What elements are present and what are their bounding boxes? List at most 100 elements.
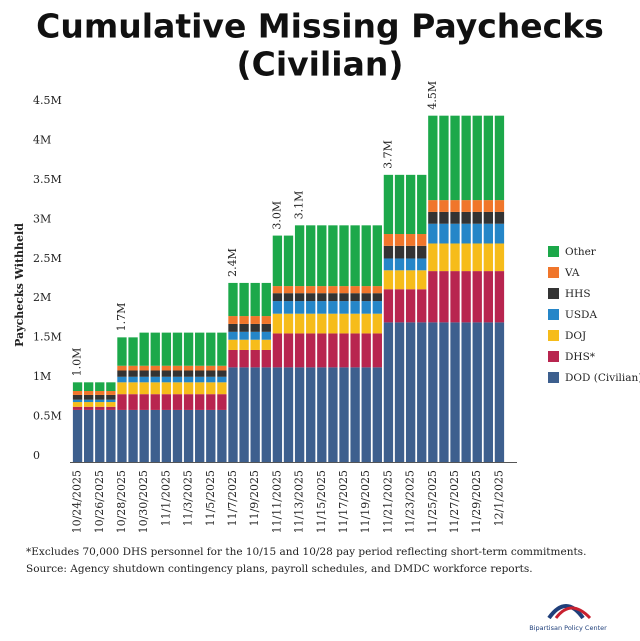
bar-segment — [239, 349, 249, 368]
bar-segment — [195, 394, 205, 410]
bar-segment — [261, 331, 271, 340]
bar-segment — [383, 245, 394, 259]
bar-segment — [494, 271, 505, 323]
bar-segment — [350, 286, 360, 294]
bar-segment — [294, 333, 305, 368]
bar-segment — [361, 293, 371, 302]
bar-segment — [83, 382, 94, 391]
bar-segment — [272, 367, 283, 462]
bar-segment — [361, 313, 371, 334]
y-tick-label: 3.5M — [33, 173, 62, 186]
bar-segment — [95, 399, 105, 403]
bar-segment — [83, 409, 94, 462]
bar-segment — [95, 402, 105, 407]
annotation: 4.5M — [426, 81, 439, 110]
bar-segment — [361, 367, 371, 462]
bar-segment — [150, 365, 160, 371]
bar-segment — [450, 271, 460, 323]
bar-segment — [383, 322, 394, 462]
bar-segment — [239, 331, 249, 340]
bar-segment — [72, 406, 83, 410]
chart-title: Cumulative Missing Paychecks — [36, 7, 604, 46]
legend-label: DOD (Civilian) — [565, 372, 640, 384]
bar-segment — [272, 313, 283, 334]
bar-segment — [261, 282, 271, 317]
x-tick-label: 11/27/2025 — [448, 470, 461, 533]
bar-segment — [417, 234, 427, 246]
bar-segment — [161, 382, 172, 395]
bar-segment — [283, 301, 294, 314]
bar-segment — [217, 394, 227, 410]
bar-segment — [428, 211, 438, 224]
bar-segment — [150, 394, 160, 410]
bar-segment — [405, 322, 416, 462]
bar-segment — [383, 270, 394, 290]
bar-segment — [161, 409, 172, 462]
bar-segment — [494, 211, 505, 224]
x-tick-label: 12/1/2025 — [492, 470, 505, 526]
bar-segment — [394, 245, 405, 259]
bar-segment — [306, 333, 316, 368]
bar-segment — [128, 382, 138, 395]
bar-segment — [405, 289, 416, 323]
x-tick-label: 11/21/2025 — [381, 470, 394, 533]
bar-segment — [106, 394, 116, 400]
bar-segment — [117, 409, 127, 462]
legend-label: VA — [564, 267, 580, 279]
bar-segment — [372, 225, 382, 287]
x-tick-label: 11/13/2025 — [293, 470, 306, 533]
bar-segment — [217, 409, 227, 462]
bar-segment — [283, 313, 294, 334]
chart-title: (Civilian) — [237, 45, 404, 84]
bar-segment — [139, 394, 149, 410]
bar-segment — [228, 331, 238, 340]
y-axis-label: Paychecks Withheld — [13, 223, 26, 347]
bar-segment — [206, 382, 216, 395]
bar-segment — [272, 235, 283, 287]
bar-segment — [461, 243, 471, 272]
x-tick-label: 11/11/2025 — [270, 470, 283, 533]
bar-segment — [350, 225, 360, 287]
x-tick-label: 11/29/2025 — [470, 470, 483, 533]
bar-segment — [150, 376, 160, 383]
x-tick-label: 11/3/2025 — [182, 470, 195, 526]
bar-segment — [317, 286, 327, 294]
bar-segment — [350, 333, 360, 368]
bar-segment — [72, 402, 83, 407]
bar-segment — [394, 234, 405, 246]
y-tick-label: 4.5M — [33, 94, 62, 107]
bar-segment — [361, 333, 371, 368]
bar-segment — [250, 316, 260, 324]
y-tick-label: 1.5M — [33, 331, 62, 344]
annotation: 3.1M — [293, 191, 306, 220]
bar-segment — [306, 367, 316, 462]
x-tick-label: 11/19/2025 — [359, 470, 372, 533]
bar-segment — [472, 200, 482, 212]
bar-segment — [339, 367, 349, 462]
legend-swatch — [548, 330, 559, 341]
bar-segment — [317, 301, 327, 314]
bar-segment — [161, 365, 172, 371]
bar-segment — [106, 399, 116, 403]
bar-segment — [172, 409, 183, 462]
bar-segment — [394, 322, 405, 462]
bar-segment — [461, 223, 471, 244]
bar-segment — [450, 243, 460, 272]
bar-segment — [72, 409, 83, 462]
bar-segment — [217, 365, 227, 371]
bar-segment — [117, 365, 127, 371]
bar-segment — [128, 365, 138, 371]
y-tick-label: 1M — [33, 370, 51, 383]
legend-label: Other — [565, 246, 597, 258]
x-tick-label: 11/23/2025 — [404, 470, 417, 533]
bar-segment — [161, 376, 172, 383]
bar-segment — [450, 211, 460, 224]
bar-segment — [139, 370, 149, 377]
annotation: 3.7M — [381, 140, 394, 169]
bar-segment — [428, 223, 438, 244]
bar-segment — [439, 200, 449, 212]
bar-segment — [339, 293, 349, 302]
bar-segment — [172, 382, 183, 395]
bar-segment — [361, 301, 371, 314]
bar-segment — [150, 382, 160, 395]
